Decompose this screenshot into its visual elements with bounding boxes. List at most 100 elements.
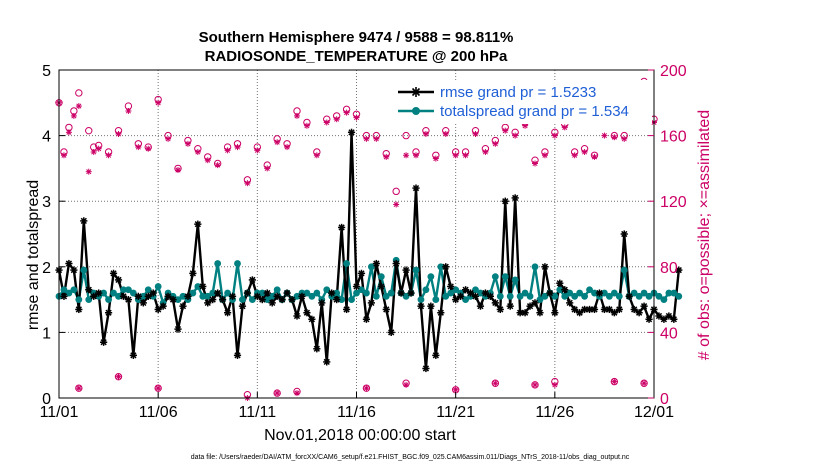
y-tick-label-right: 120: [660, 194, 687, 211]
totalspread-point: [521, 289, 529, 297]
obs-assimilated-marker: [422, 130, 429, 137]
totalspread-point: [452, 286, 460, 294]
obs-assimilated-marker: [194, 149, 201, 155]
y-tick-label-left: 4: [42, 129, 51, 146]
obs-assimilated-marker: [234, 144, 241, 151]
totalspread-point: [531, 263, 539, 271]
rmse-point: [382, 305, 390, 314]
rmse-point: [670, 315, 678, 323]
rmse-point: [531, 299, 539, 307]
rmse-point: [551, 309, 559, 317]
rmse-point: [184, 292, 192, 300]
totalspread-point: [630, 289, 638, 297]
obs-assimilated-marker: [601, 132, 608, 139]
rmse-point: [154, 305, 162, 314]
obs-possible-marker: [402, 131, 410, 140]
rmse-point: [412, 184, 420, 192]
rmse-point: [100, 338, 108, 346]
rmse-point: [204, 299, 212, 307]
rmse-point: [561, 286, 569, 294]
obs-assimilated-marker: [105, 152, 112, 159]
obs-assimilated-marker: [294, 390, 300, 397]
obs-assimilated-marker: [115, 373, 122, 380]
rmse-point: [486, 292, 494, 300]
obs-assimilated-marker: [442, 130, 449, 137]
totalspread-point: [566, 289, 574, 297]
totalspread-point: [358, 286, 365, 294]
totalspread-point: [194, 283, 202, 290]
totalspread-point: [491, 273, 499, 281]
rmse-point: [253, 292, 261, 300]
rmse-point: [90, 292, 98, 300]
totalspread-point: [333, 289, 341, 297]
y-tick-label-right: 200: [660, 63, 687, 80]
totalspread-point: [536, 296, 544, 303]
rmse-point: [665, 312, 673, 320]
rmse-point: [333, 296, 341, 304]
totalspread-point: [576, 289, 584, 297]
obs-count-markers: [55, 77, 658, 401]
rmse-point: [209, 296, 217, 304]
totalspread-point: [65, 289, 73, 297]
rmse-point: [134, 292, 142, 300]
rmse-point: [308, 315, 316, 323]
x-tick-label: 11/21: [436, 404, 475, 421]
x-axis-label: Nov.01,2018 00:00:00 start: [264, 427, 456, 444]
y-tick-label-left: 2: [42, 260, 51, 277]
obs-assimilated-marker: [353, 114, 360, 121]
obs-assimilated-marker: [85, 168, 92, 175]
totalspread-point: [348, 296, 355, 303]
rmse-point: [392, 259, 400, 268]
totalspread-point: [561, 292, 569, 300]
y-tick-label-left: 1: [42, 325, 51, 342]
totalspread-point: [343, 260, 350, 267]
obs-assimilated-marker: [492, 140, 499, 147]
rmse-point: [174, 325, 182, 333]
y-tick-label-left: 0: [42, 391, 51, 408]
obs-assimilated-marker: [284, 144, 291, 151]
totalspread-point: [586, 286, 593, 294]
rmse-point: [288, 296, 296, 304]
rmse-point: [595, 289, 604, 297]
rmse-point: [625, 292, 633, 300]
rmse-point: [313, 345, 321, 353]
totalspread-point: [115, 292, 122, 300]
rmse-point: [214, 289, 222, 297]
totalspread-point: [80, 266, 88, 274]
rmse-point: [645, 315, 653, 323]
totalspread-point: [591, 289, 598, 297]
totalspread-point: [422, 286, 430, 294]
obs-assimilated-marker: [313, 152, 320, 159]
totalspread-point: [125, 286, 132, 294]
rmse-point: [164, 292, 172, 300]
obs-assimilated-marker: [145, 145, 152, 152]
legend-box: [392, 80, 652, 124]
rmse-point: [635, 309, 643, 317]
rmse-point: [70, 266, 78, 274]
rmse-point: [169, 296, 177, 304]
rmse-point: [367, 299, 375, 307]
x-tick-label: 11/16: [337, 404, 376, 421]
obs-assimilated-marker: [611, 378, 618, 385]
rmse-point: [466, 289, 475, 297]
rmse-point: [427, 302, 435, 310]
rmse-point: [352, 282, 361, 291]
obs-assimilated-marker: [75, 103, 82, 110]
rmse-point: [432, 351, 440, 359]
obs-assimilated-marker: [60, 152, 67, 159]
obs-assimilated-marker: [403, 152, 410, 159]
x-tick-label: 12/01: [634, 404, 674, 421]
totalspread-point: [675, 292, 683, 300]
obs-assimilated-marker: [115, 130, 122, 137]
obs-possible-marker: [114, 372, 123, 381]
rmse-point: [501, 197, 509, 205]
obs-possible-marker: [75, 384, 83, 392]
totalspread-point: [258, 289, 266, 297]
totalspread-point: [447, 289, 455, 297]
rmse-point: [571, 305, 579, 314]
obs-assimilated-marker: [363, 135, 370, 142]
rmse-point: [377, 282, 385, 291]
totalspread-point: [541, 292, 549, 300]
obs-assimilated-marker: [432, 155, 439, 162]
obs-assimilated-marker: [264, 165, 271, 172]
